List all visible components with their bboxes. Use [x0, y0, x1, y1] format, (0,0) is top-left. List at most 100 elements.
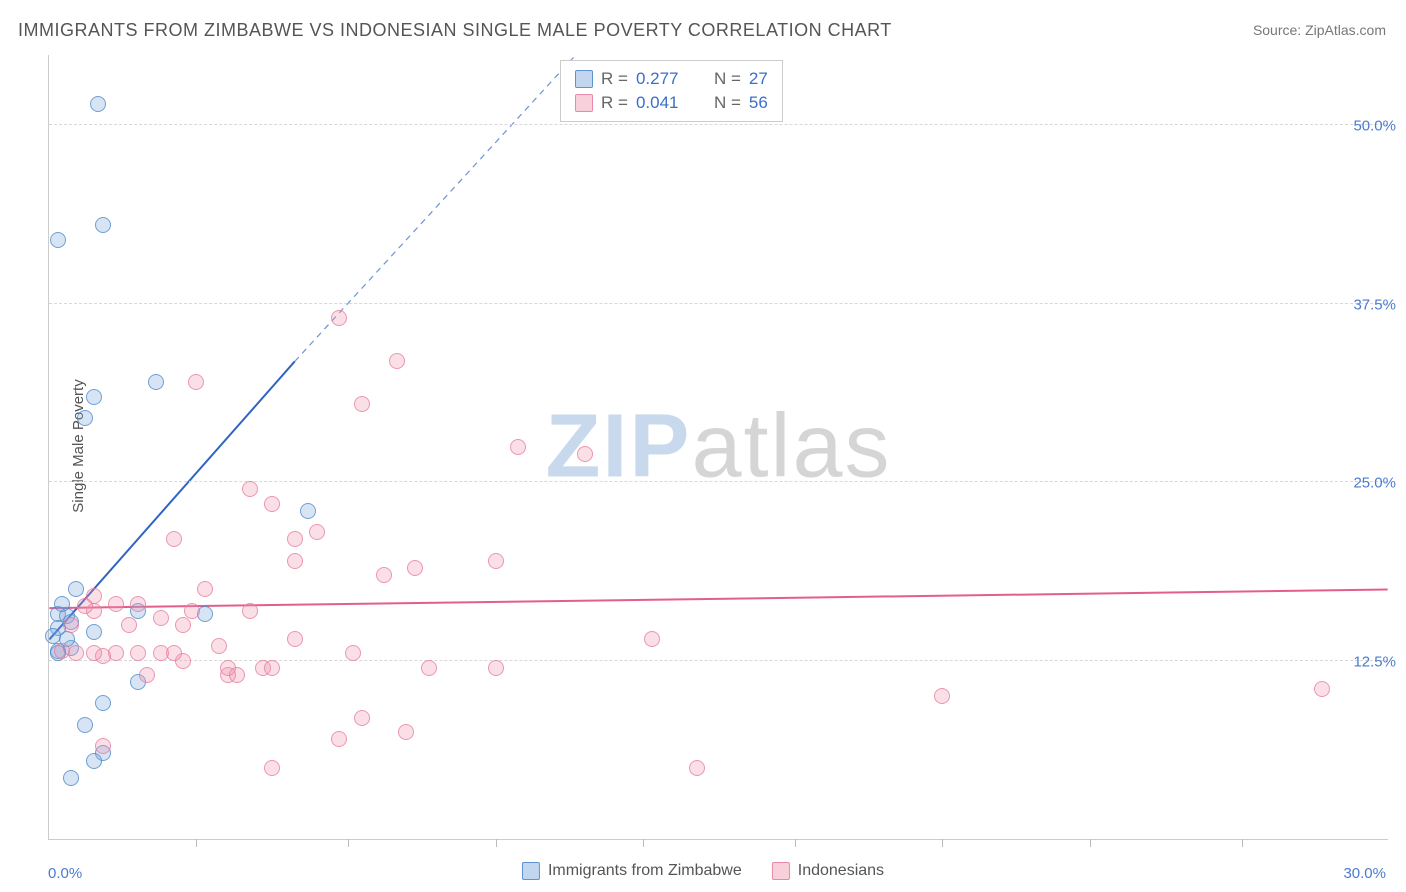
- watermark: ZIPatlas: [545, 396, 891, 499]
- legend-label-indonesians: Indonesians: [798, 862, 884, 880]
- scatter-point-indonesians: [488, 553, 504, 569]
- scatter-point-indonesians: [108, 596, 124, 612]
- scatter-point-indonesians: [166, 645, 182, 661]
- n-label: N =: [714, 69, 741, 89]
- scatter-point-indonesians: [287, 631, 303, 647]
- scatter-point-indonesians: [197, 581, 213, 597]
- n-label: N =: [714, 93, 741, 113]
- r-label: R =: [601, 69, 628, 89]
- legend-label-zimbabwe: Immigrants from Zimbabwe: [548, 862, 742, 880]
- legend-item-indonesians: Indonesians: [772, 862, 884, 880]
- x-min-label: 0.0%: [48, 865, 82, 882]
- n-value-indonesians: 56: [749, 93, 768, 113]
- y-tick-label: 50.0%: [1353, 118, 1396, 135]
- scatter-point-indonesians: [354, 710, 370, 726]
- trend-lines: [49, 55, 1388, 839]
- scatter-point-indonesians: [130, 596, 146, 612]
- x-tick: [496, 839, 497, 847]
- scatter-point-indonesians: [331, 310, 347, 326]
- scatter-point-zimbabwe: [68, 581, 84, 597]
- scatter-point-indonesians: [264, 496, 280, 512]
- scatter-point-zimbabwe: [54, 596, 70, 612]
- scatter-point-indonesians: [1314, 681, 1330, 697]
- scatter-point-indonesians: [153, 610, 169, 626]
- scatter-point-indonesians: [166, 531, 182, 547]
- scatter-point-indonesians: [421, 660, 437, 676]
- scatter-point-indonesians: [242, 481, 258, 497]
- scatter-point-indonesians: [184, 603, 200, 619]
- gridline-h: [49, 124, 1388, 125]
- scatter-point-zimbabwe: [50, 232, 66, 248]
- scatter-point-zimbabwe: [86, 753, 102, 769]
- scatter-point-indonesians: [130, 645, 146, 661]
- r-label: R =: [601, 93, 628, 113]
- swatch-indonesians: [772, 862, 790, 880]
- scatter-point-indonesians: [264, 660, 280, 676]
- scatter-point-indonesians: [54, 643, 70, 659]
- scatter-point-indonesians: [95, 738, 111, 754]
- source-citation: Source: ZipAtlas.com: [1253, 22, 1386, 38]
- scatter-point-indonesians: [86, 645, 102, 661]
- x-tick: [196, 839, 197, 847]
- stats-row-indonesians: R = 0.041 N = 56: [575, 91, 768, 115]
- scatter-point-zimbabwe: [300, 503, 316, 519]
- x-tick: [1090, 839, 1091, 847]
- stats-row-zimbabwe: R = 0.277 N = 27: [575, 67, 768, 91]
- scatter-point-indonesians: [188, 374, 204, 390]
- series-legend: Immigrants from Zimbabwe Indonesians: [522, 862, 884, 880]
- scatter-point-zimbabwe: [86, 624, 102, 640]
- scatter-point-zimbabwe: [86, 389, 102, 405]
- scatter-point-indonesians: [139, 667, 155, 683]
- gridline-h: [49, 660, 1388, 661]
- plot-area: ZIPatlas: [48, 55, 1388, 840]
- scatter-point-indonesians: [577, 446, 593, 462]
- r-value-indonesians: 0.041: [636, 93, 694, 113]
- n-value-zimbabwe: 27: [749, 69, 768, 89]
- scatter-point-zimbabwe: [95, 695, 111, 711]
- x-tick: [1242, 839, 1243, 847]
- x-tick: [942, 839, 943, 847]
- x-tick: [348, 839, 349, 847]
- stats-legend: R = 0.277 N = 27 R = 0.041 N = 56: [560, 60, 783, 122]
- legend-item-zimbabwe: Immigrants from Zimbabwe: [522, 862, 742, 880]
- scatter-point-indonesians: [488, 660, 504, 676]
- scatter-point-indonesians: [354, 396, 370, 412]
- scatter-point-indonesians: [287, 553, 303, 569]
- scatter-point-indonesians: [121, 617, 137, 633]
- scatter-point-zimbabwe: [77, 410, 93, 426]
- scatter-point-indonesians: [229, 667, 245, 683]
- scatter-point-indonesians: [175, 617, 191, 633]
- x-tick: [643, 839, 644, 847]
- scatter-point-indonesians: [345, 645, 361, 661]
- r-value-zimbabwe: 0.277: [636, 69, 694, 89]
- y-tick-label: 25.0%: [1353, 475, 1396, 492]
- y-tick-label: 37.5%: [1353, 296, 1396, 313]
- scatter-point-zimbabwe: [95, 217, 111, 233]
- scatter-point-zimbabwe: [90, 96, 106, 112]
- scatter-point-indonesians: [108, 645, 124, 661]
- chart-title: IMMIGRANTS FROM ZIMBABWE VS INDONESIAN S…: [18, 20, 892, 41]
- scatter-point-zimbabwe: [77, 717, 93, 733]
- scatter-point-indonesians: [211, 638, 227, 654]
- chart-container: IMMIGRANTS FROM ZIMBABWE VS INDONESIAN S…: [0, 0, 1406, 892]
- x-tick: [795, 839, 796, 847]
- scatter-point-indonesians: [407, 560, 423, 576]
- scatter-point-indonesians: [287, 531, 303, 547]
- swatch-zimbabwe: [575, 70, 593, 88]
- scatter-point-indonesians: [63, 617, 79, 633]
- scatter-point-indonesians: [264, 760, 280, 776]
- scatter-point-zimbabwe: [148, 374, 164, 390]
- scatter-point-indonesians: [242, 603, 258, 619]
- scatter-point-indonesians: [934, 688, 950, 704]
- scatter-point-zimbabwe: [63, 770, 79, 786]
- scatter-point-indonesians: [689, 760, 705, 776]
- x-max-label: 30.0%: [1343, 865, 1386, 882]
- scatter-point-indonesians: [510, 439, 526, 455]
- scatter-point-indonesians: [644, 631, 660, 647]
- scatter-point-indonesians: [331, 731, 347, 747]
- scatter-point-indonesians: [86, 588, 102, 604]
- scatter-point-indonesians: [398, 724, 414, 740]
- scatter-point-indonesians: [376, 567, 392, 583]
- scatter-point-indonesians: [309, 524, 325, 540]
- swatch-indonesians: [575, 94, 593, 112]
